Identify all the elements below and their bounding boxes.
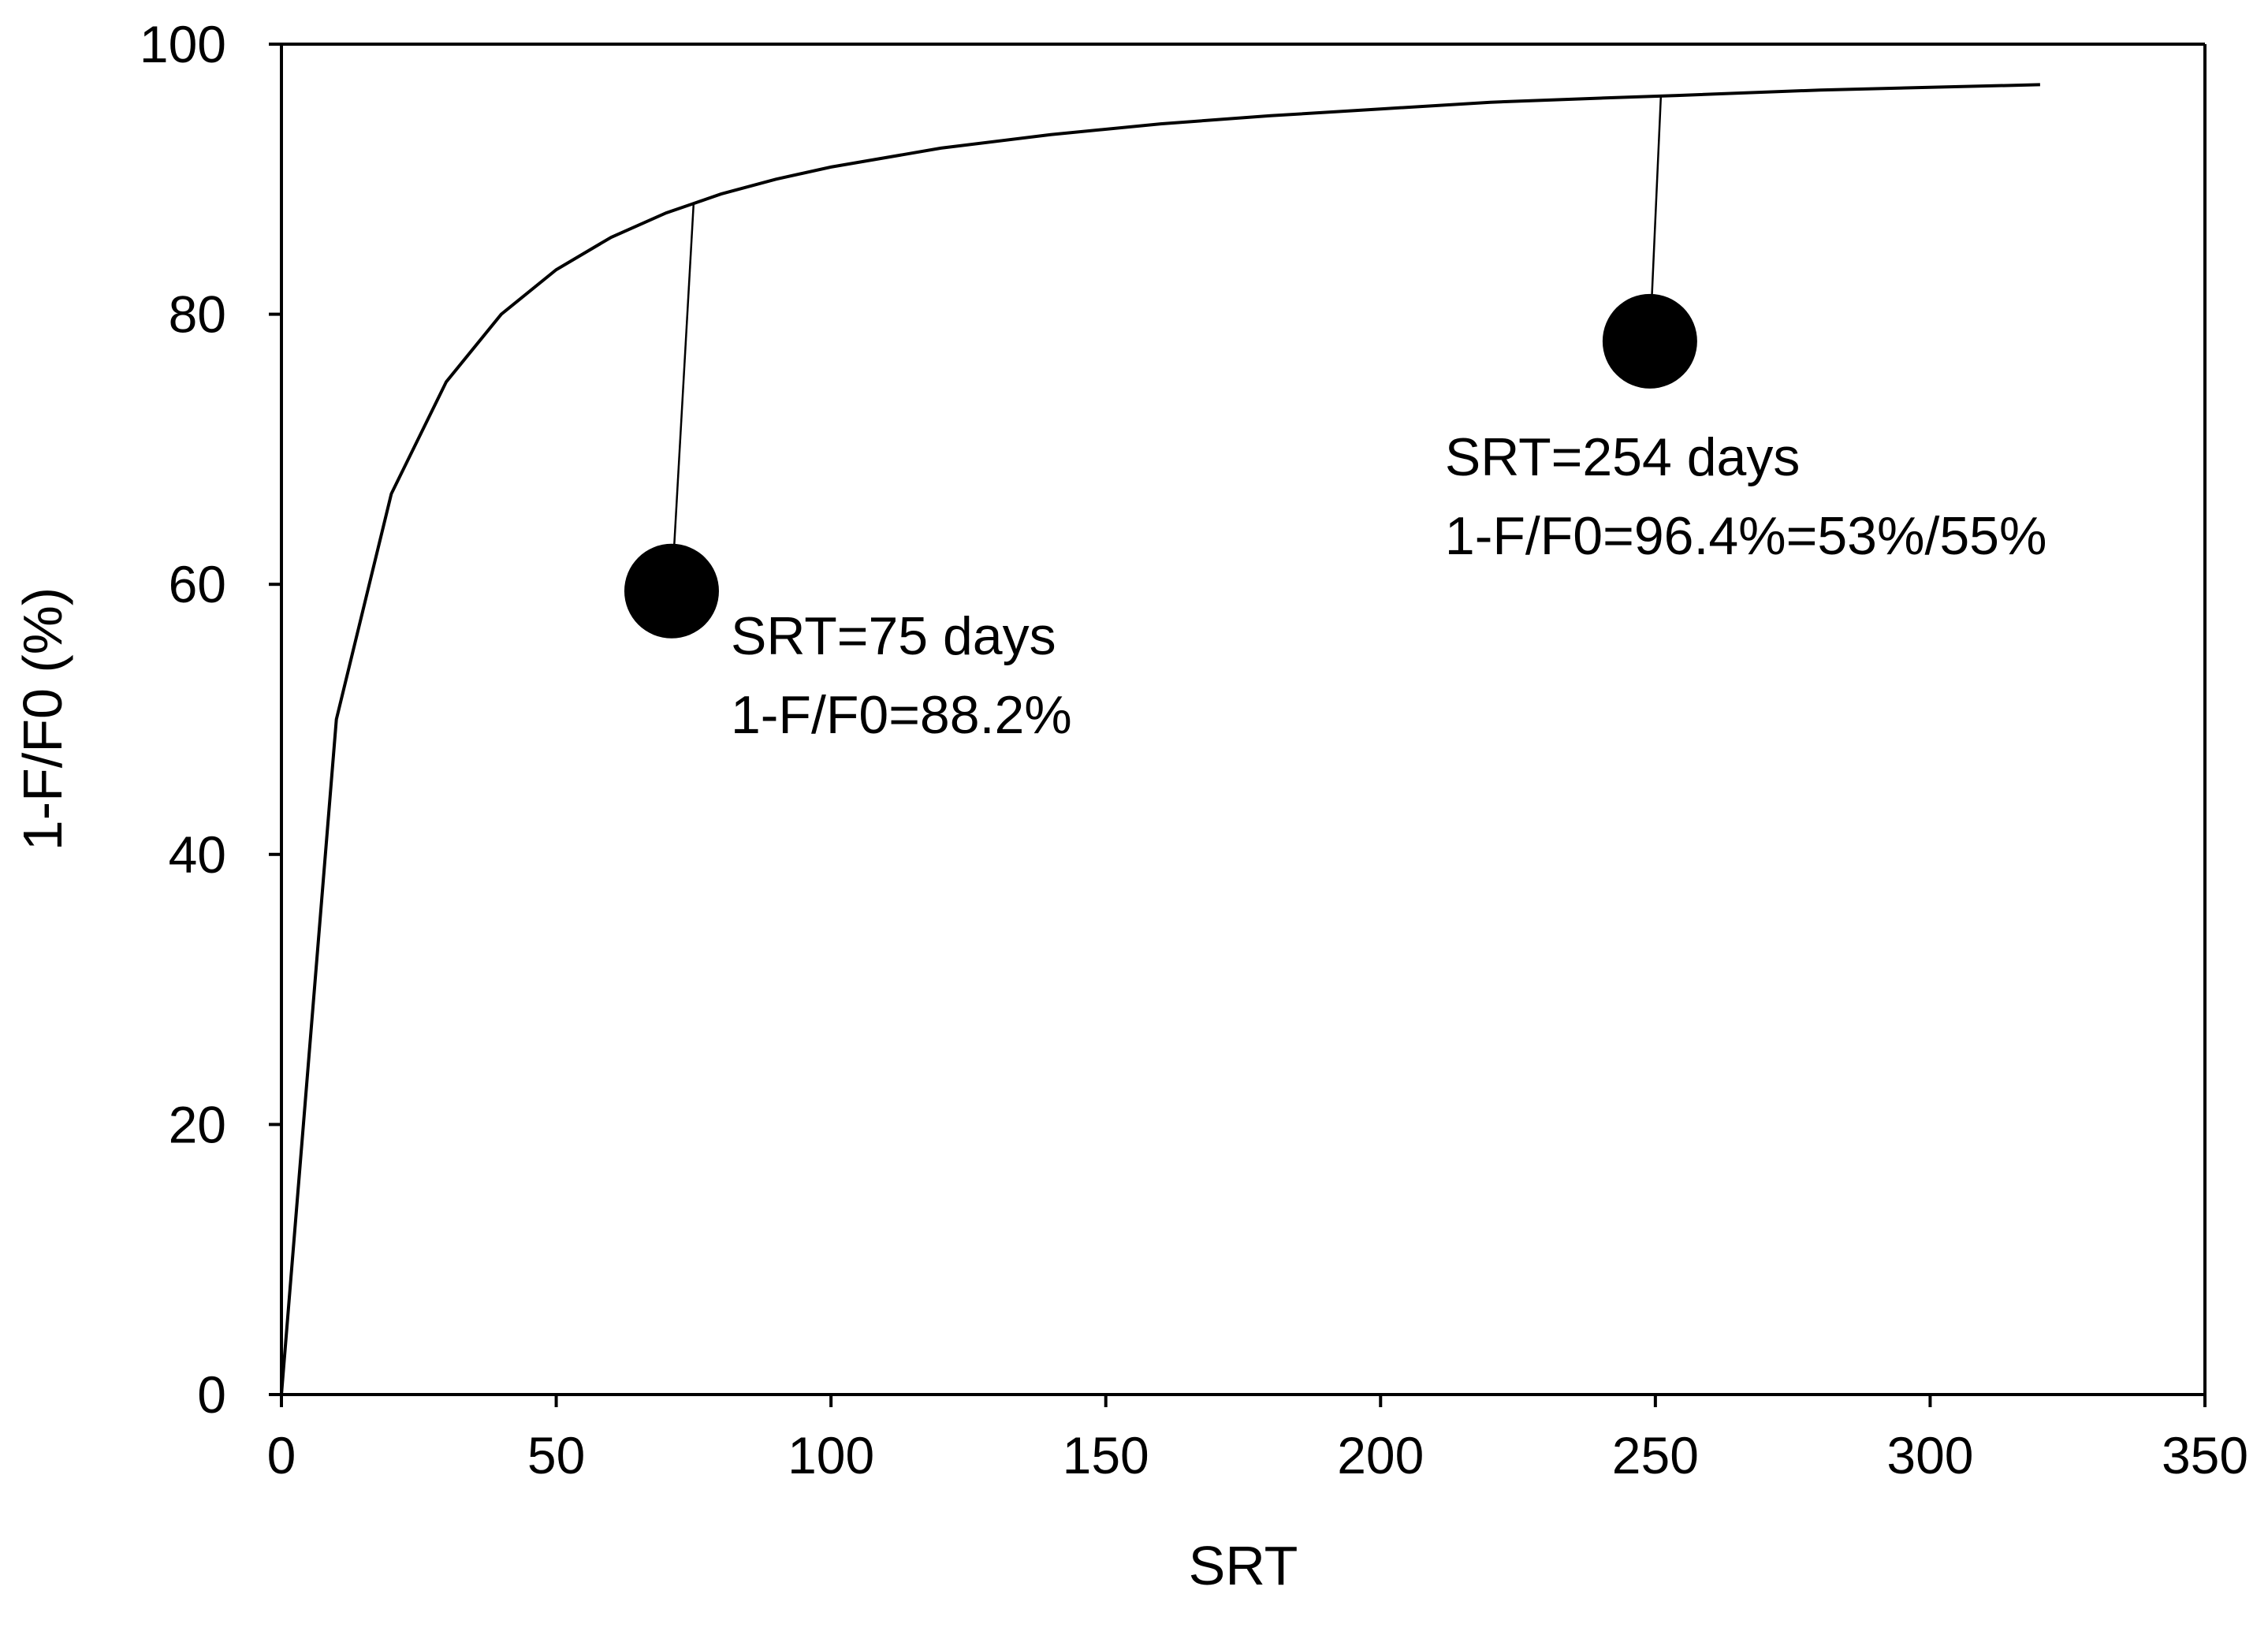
x-tick-label: 350 [2162,1426,2248,1484]
y-axis-title: 1-F/F0 (%) [12,587,73,851]
annotation-marker [624,543,719,639]
series-layer [280,83,2040,1395]
x-tick-label: 300 [1886,1426,1973,1484]
series-line [280,83,2040,1395]
plot-frame [280,43,2207,1396]
annotation-label-ratio: 1-F/F0=96.4%=53%/55% [1445,506,2047,566]
annotation-layer: SRT=75 days 1-F/F0=88.2% SRT=254 days 1-F/F… [624,96,2047,745]
x-axis-ticks: 0 50 100 150 200 250 300 350 [267,1395,2248,1484]
x-tick-label: 50 [527,1426,585,1484]
y-axis-ticks: 0 20 40 60 80 100 [140,15,281,1424]
y-tick-label: 80 [169,285,226,344]
annotation-label-srt: SRT=254 days [1445,427,1800,487]
y-tick-label: 60 [169,555,226,613]
x-tick-label: 0 [267,1426,296,1484]
y-tick-label: 40 [169,825,226,884]
x-tick-label: 250 [1612,1426,1699,1484]
x-tick-label: 100 [788,1426,874,1484]
x-tick-label: 150 [1063,1426,1149,1484]
x-axis-title: SRT [1189,1535,1298,1596]
annotation-label-srt: SRT=75 days [731,606,1056,666]
y-tick-label: 20 [169,1095,226,1153]
annotation-leader-line [670,203,695,591]
y-tick-label: 0 [197,1365,226,1424]
y-tick-label: 100 [140,15,226,73]
annotation-marker [1602,293,1697,389]
annotation-label-ratio: 1-F/F0=88.2% [731,685,1072,745]
x-tick-label: 200 [1337,1426,1424,1484]
